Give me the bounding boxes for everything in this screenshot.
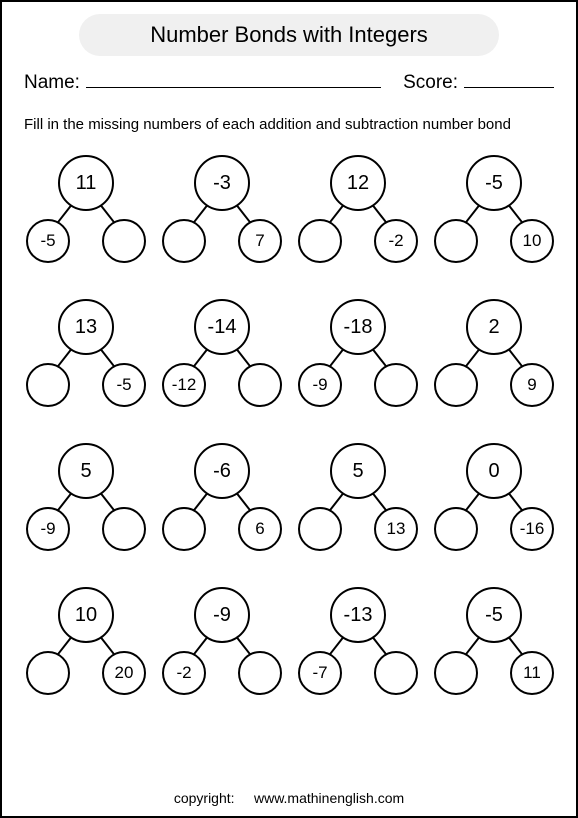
bond-left-circle[interactable]: [162, 219, 206, 263]
name-score-row: Name: Score:: [20, 70, 558, 94]
number-bond: 1020: [22, 587, 150, 695]
bond-top-circle: 0: [466, 443, 522, 499]
bond-left-circle[interactable]: -9: [26, 507, 70, 551]
number-bond: -511: [430, 587, 558, 695]
bond-left-circle[interactable]: -5: [26, 219, 70, 263]
number-bond: -14-12: [158, 299, 286, 407]
bond-right-circle[interactable]: [238, 651, 282, 695]
number-bond: -37: [158, 155, 286, 263]
bond-left-circle[interactable]: [434, 219, 478, 263]
bond-right-circle[interactable]: 11: [510, 651, 554, 695]
bond-left-circle[interactable]: [26, 651, 70, 695]
name-input-line[interactable]: [86, 70, 381, 88]
bond-left-circle[interactable]: [298, 507, 342, 551]
footer: copyright: www.mathinenglish.com: [2, 790, 576, 806]
bond-right-circle[interactable]: [102, 507, 146, 551]
bond-left-circle[interactable]: -2: [162, 651, 206, 695]
bond-top-circle: -9: [194, 587, 250, 643]
number-bond: -510: [430, 155, 558, 263]
bond-right-circle[interactable]: -16: [510, 507, 554, 551]
copyright-label: copyright:: [174, 790, 235, 806]
bonds-grid: 11-5-3712-2-51013-5-14-12-18-9295-9-6651…: [20, 151, 558, 699]
number-bond: 5-9: [22, 443, 150, 551]
bond-right-circle[interactable]: 13: [374, 507, 418, 551]
bond-right-circle[interactable]: [238, 363, 282, 407]
bond-right-circle[interactable]: [102, 219, 146, 263]
number-bond: -66: [158, 443, 286, 551]
bond-right-circle[interactable]: 10: [510, 219, 554, 263]
number-bond: 513: [294, 443, 422, 551]
bond-top-circle: 11: [58, 155, 114, 211]
number-bond: -13-7: [294, 587, 422, 695]
bond-top-circle: 2: [466, 299, 522, 355]
name-label: Name:: [24, 72, 80, 94]
bond-right-circle[interactable]: 20: [102, 651, 146, 695]
bond-right-circle[interactable]: -5: [102, 363, 146, 407]
number-bond: -9-2: [158, 587, 286, 695]
bond-left-circle[interactable]: [162, 507, 206, 551]
bond-left-circle[interactable]: -12: [162, 363, 206, 407]
bond-top-circle: 12: [330, 155, 386, 211]
bond-top-circle: 13: [58, 299, 114, 355]
bond-right-circle[interactable]: -2: [374, 219, 418, 263]
bond-top-circle: -14: [194, 299, 250, 355]
bond-top-circle: 5: [330, 443, 386, 499]
bond-top-circle: -5: [466, 587, 522, 643]
bond-right-circle[interactable]: [374, 363, 418, 407]
bond-top-circle: -13: [330, 587, 386, 643]
bond-top-circle: 5: [58, 443, 114, 499]
bond-left-circle[interactable]: [434, 363, 478, 407]
bond-top-circle: -5: [466, 155, 522, 211]
bond-right-circle[interactable]: [374, 651, 418, 695]
number-bond: 0-16: [430, 443, 558, 551]
bond-left-circle[interactable]: [434, 507, 478, 551]
page-title: Number Bonds with Integers: [79, 14, 499, 56]
worksheet-page: Number Bonds with Integers Name: Score: …: [0, 0, 578, 818]
bond-right-circle[interactable]: 7: [238, 219, 282, 263]
bond-left-circle[interactable]: [434, 651, 478, 695]
bond-right-circle[interactable]: 6: [238, 507, 282, 551]
bond-right-circle[interactable]: 9: [510, 363, 554, 407]
number-bond: 13-5: [22, 299, 150, 407]
number-bond: 11-5: [22, 155, 150, 263]
bond-top-circle: 10: [58, 587, 114, 643]
bond-top-circle: -18: [330, 299, 386, 355]
instructions-text: Fill in the missing numbers of each addi…: [20, 116, 558, 133]
bond-top-circle: -6: [194, 443, 250, 499]
site-url: www.mathinenglish.com: [254, 790, 404, 806]
number-bond: -18-9: [294, 299, 422, 407]
score-label: Score:: [403, 72, 458, 94]
number-bond: 12-2: [294, 155, 422, 263]
number-bond: 29: [430, 299, 558, 407]
bond-left-circle[interactable]: [26, 363, 70, 407]
bond-left-circle[interactable]: [298, 219, 342, 263]
bond-top-circle: -3: [194, 155, 250, 211]
bond-left-circle[interactable]: -7: [298, 651, 342, 695]
bond-left-circle[interactable]: -9: [298, 363, 342, 407]
score-input-line[interactable]: [464, 70, 554, 88]
